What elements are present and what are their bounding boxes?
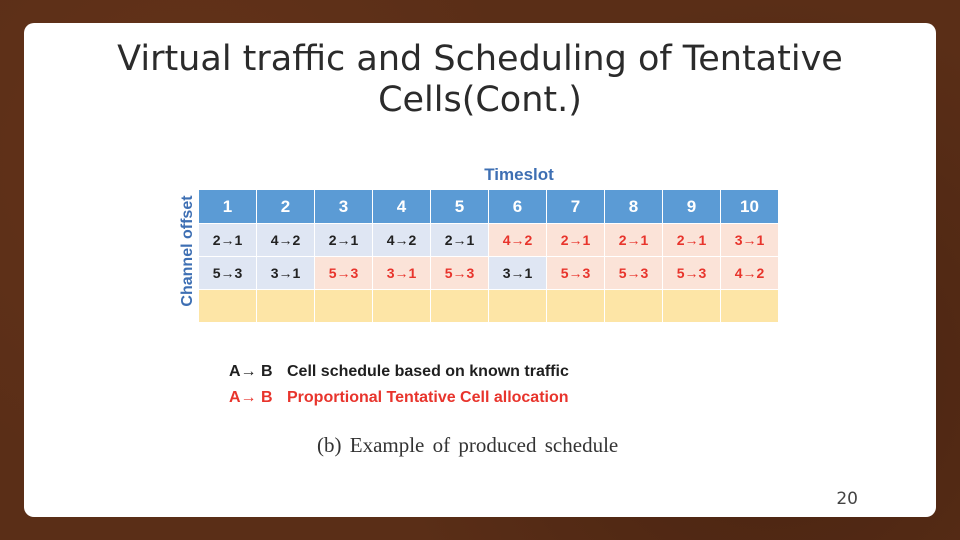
timeslot-header-3: 3 (314, 189, 373, 224)
schedule-cell: 2→1 (546, 223, 605, 257)
legend-tentative-cell: A→ B Proportional Tentative Cell allocati… (229, 385, 569, 411)
channel-row: 5→3 3→1 5→3 3→1 5→3 3→1 5→3 5→3 5→3 4→2 (198, 256, 779, 290)
schedule-cell: 4→2 (372, 223, 431, 257)
timeslot-header-4: 4 (372, 189, 431, 224)
legend-text: Cell schedule based on known traffic (287, 363, 569, 380)
schedule-cell: 2→1 (662, 223, 721, 257)
timeslot-header-6: 6 (488, 189, 547, 224)
slide-title: Virtual traffic and Scheduling of Tentat… (24, 39, 936, 121)
legend-known-traffic: A→ B Cell schedule based on known traffic (229, 359, 569, 385)
schedule-cell: 2→1 (604, 223, 663, 257)
channel-row: 2→1 4→2 2→1 4→2 2→1 4→2 2→1 2→1 2→1 3→1 (198, 223, 779, 257)
legend-text: Proportional Tentative Cell allocation (287, 389, 569, 406)
schedule-table: 1 2 3 4 5 6 7 8 9 10 2→1 4→2 2→1 4→2 2→1 4→2 2→1 2→1 2→1 3… (198, 189, 779, 323)
schedule-cell (198, 289, 257, 323)
schedule-cell (372, 289, 431, 323)
slide: Virtual traffic and Scheduling of Tentat… (24, 23, 936, 517)
legend-key: A→ B (229, 363, 273, 380)
schedule-cell: 3→1 (720, 223, 779, 257)
schedule-cell: 3→1 (256, 256, 315, 290)
schedule-figure: Timeslot Channel offset 1 2 3 4 5 6 7 8 9 10 2→1 4… (169, 161, 809, 461)
legend-key: A→ B (229, 389, 273, 406)
schedule-cell: 3→1 (372, 256, 431, 290)
channel-row (198, 289, 779, 323)
schedule-cell: 5→3 (430, 256, 489, 290)
timeslot-header-2: 2 (256, 189, 315, 224)
timeslot-header-7: 7 (546, 189, 605, 224)
schedule-cell: 5→3 (314, 256, 373, 290)
schedule-cell: 3→1 (488, 256, 547, 290)
figure-caption: (b) Example of produced schedule (317, 433, 619, 457)
schedule-cell: 4→2 (488, 223, 547, 257)
timeslot-header-10: 10 (720, 189, 779, 224)
timeslot-header-1: 1 (198, 189, 257, 224)
page-number: 20 (836, 489, 858, 509)
schedule-cell (256, 289, 315, 323)
title-line-2: Cells(Cont.) (378, 80, 582, 120)
schedule-cell: 5→3 (546, 256, 605, 290)
timeslot-header-row: 1 2 3 4 5 6 7 8 9 10 (198, 189, 779, 224)
timeslot-axis-label: Timeslot (484, 165, 554, 184)
schedule-cell: 2→1 (314, 223, 373, 257)
timeslot-header-8: 8 (604, 189, 663, 224)
schedule-cell: 4→2 (720, 256, 779, 290)
timeslot-header-5: 5 (430, 189, 489, 224)
schedule-cell (488, 289, 547, 323)
schedule-cell: 5→3 (662, 256, 721, 290)
schedule-body: 2→1 4→2 2→1 4→2 2→1 4→2 2→1 2→1 2→1 3→1 5→3 3→1 5→3 3… (198, 223, 779, 323)
schedule-cell: 5→3 (604, 256, 663, 290)
legend: A→ B Cell schedule based on known traffic… (229, 359, 569, 411)
schedule-cell: 5→3 (198, 256, 257, 290)
timeslot-header-9: 9 (662, 189, 721, 224)
schedule-cell: 4→2 (256, 223, 315, 257)
schedule-cell (604, 289, 663, 323)
schedule-cell (662, 289, 721, 323)
schedule-cell: 2→1 (430, 223, 489, 257)
title-line-1: Virtual traffic and Scheduling of Tentat… (117, 39, 843, 79)
schedule-cell (720, 289, 779, 323)
schedule-cell (430, 289, 489, 323)
schedule-cell: 2→1 (198, 223, 257, 257)
schedule-cell (546, 289, 605, 323)
schedule-cell (314, 289, 373, 323)
